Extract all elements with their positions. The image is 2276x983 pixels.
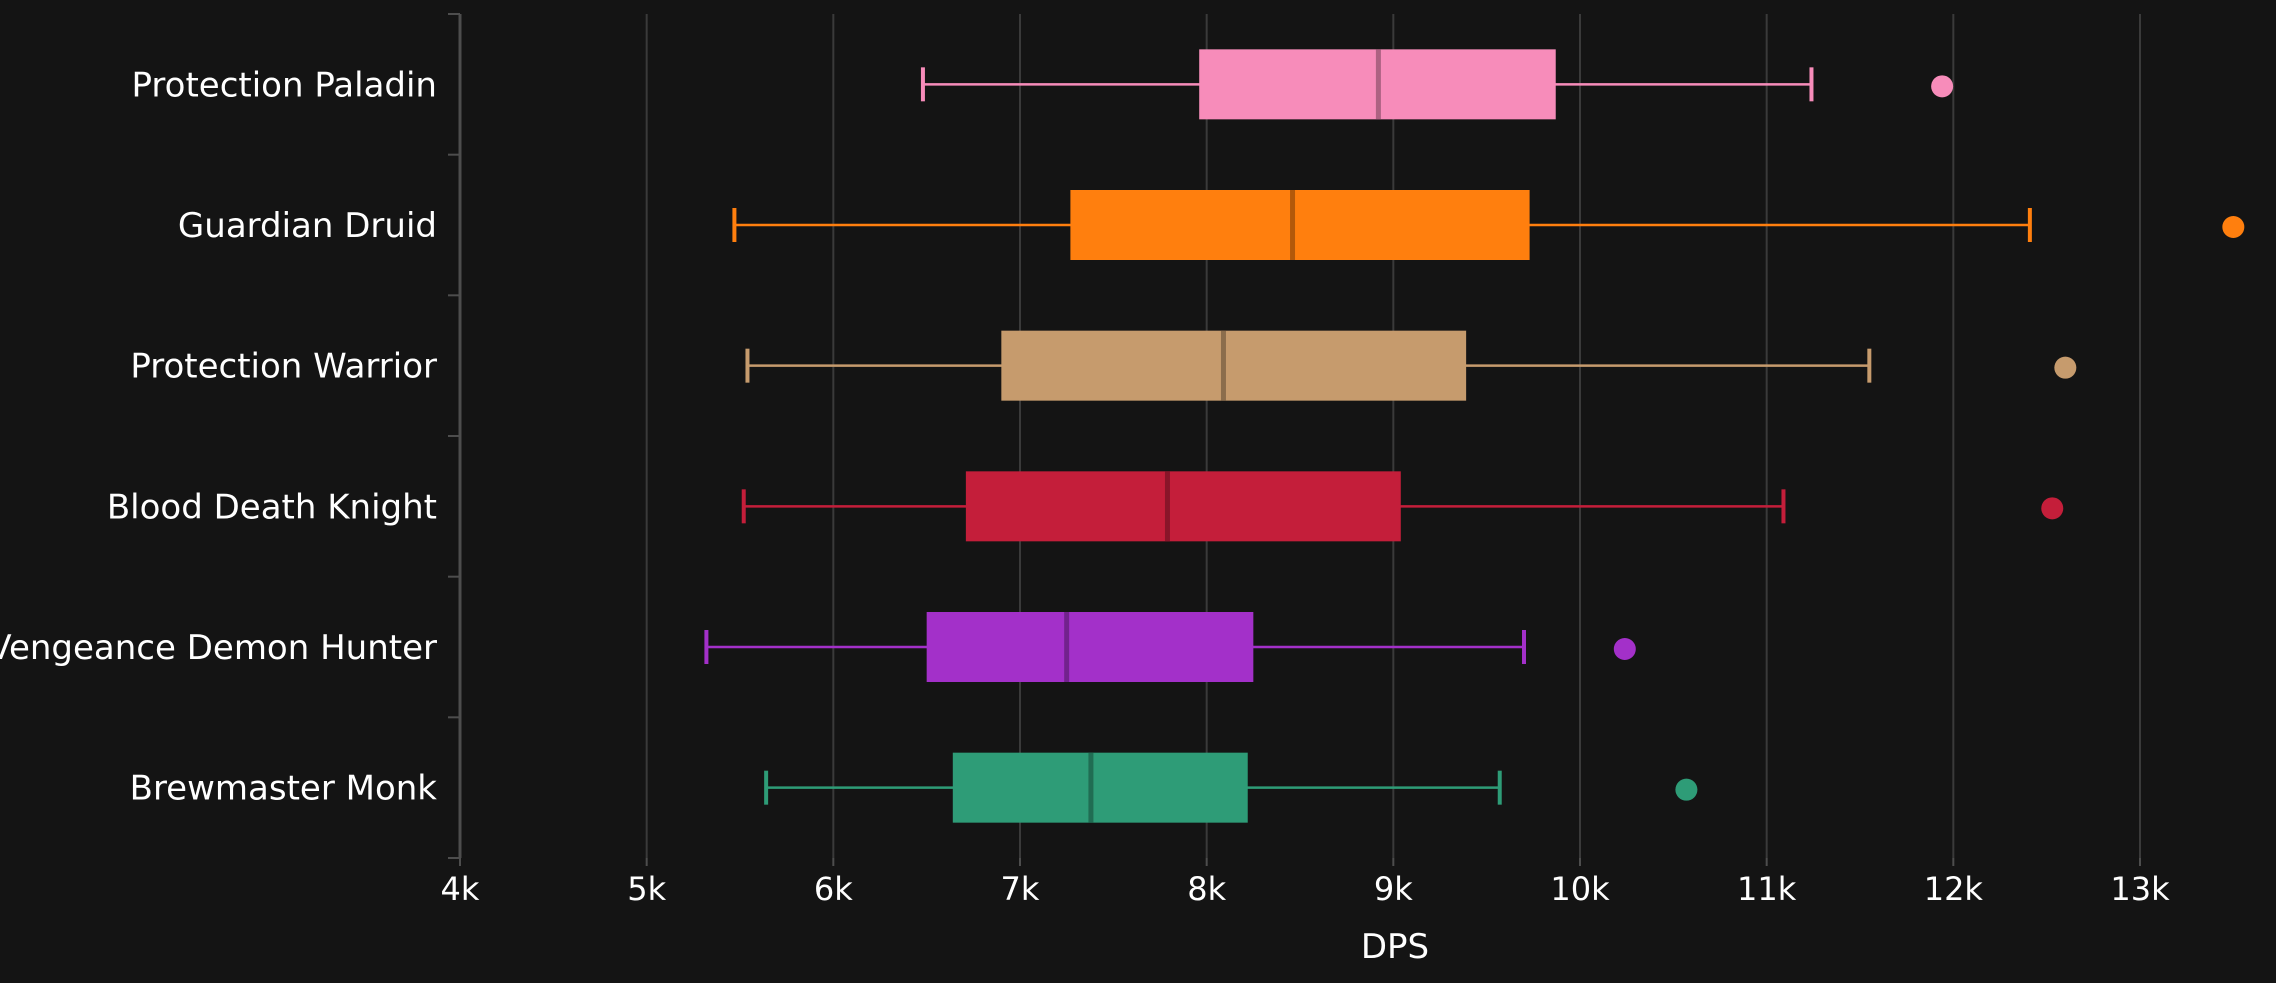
outlier-point: [2041, 497, 2064, 520]
category-label: Brewmaster Monk: [130, 769, 438, 809]
outlier-point: [1931, 75, 1954, 98]
axes: [448, 13, 2141, 866]
x-tick-label: 13k: [2110, 870, 2170, 908]
x-tick-label: 6k: [814, 870, 853, 908]
box-group: [741, 471, 2064, 542]
x-tick-label: 7k: [1001, 870, 1040, 908]
x-tick-label: 8k: [1187, 870, 1226, 908]
outlier-point: [1675, 778, 1698, 801]
box-iqr: [1001, 330, 1467, 401]
x-tick-label: 9k: [1374, 870, 1413, 908]
box-group: [745, 330, 2077, 401]
x-tick-labels: 4k 5k 6k 7k 8k 9k 10k 11k 12k 13k: [441, 870, 2171, 908]
outlier-point: [1613, 638, 1636, 660]
category-label: Blood Death Knight: [107, 487, 437, 527]
outlier-point: [2222, 216, 2245, 238]
outlier-point: [2054, 356, 2077, 379]
x-tick-label: 5k: [627, 870, 666, 908]
box-iqr: [1070, 190, 1530, 260]
gridlines: [645, 14, 2141, 858]
box-group: [704, 612, 1636, 682]
box-series: [704, 49, 2245, 823]
box-group: [920, 49, 1954, 120]
x-tick-label: 10k: [1550, 870, 1610, 908]
box-iqr: [952, 752, 1248, 823]
category-label: Vengeance Demon Hunter: [0, 628, 437, 668]
category-label: Protection Warrior: [130, 347, 437, 387]
box-group: [764, 752, 1698, 823]
category-label: Guardian Druid: [178, 206, 437, 246]
x-tick-label: 12k: [1924, 870, 1984, 908]
x-tick-label: 11k: [1737, 870, 1797, 908]
box-group: [732, 190, 2245, 260]
x-tick-label: 4k: [441, 870, 480, 908]
box-iqr: [965, 471, 1401, 542]
category-labels: Protection Paladin Guardian Druid Protecti…: [0, 65, 437, 808]
box-iqr: [926, 612, 1254, 682]
x-axis-title: DPS: [1361, 927, 1429, 967]
category-label: Protection Paladin: [132, 65, 438, 105]
